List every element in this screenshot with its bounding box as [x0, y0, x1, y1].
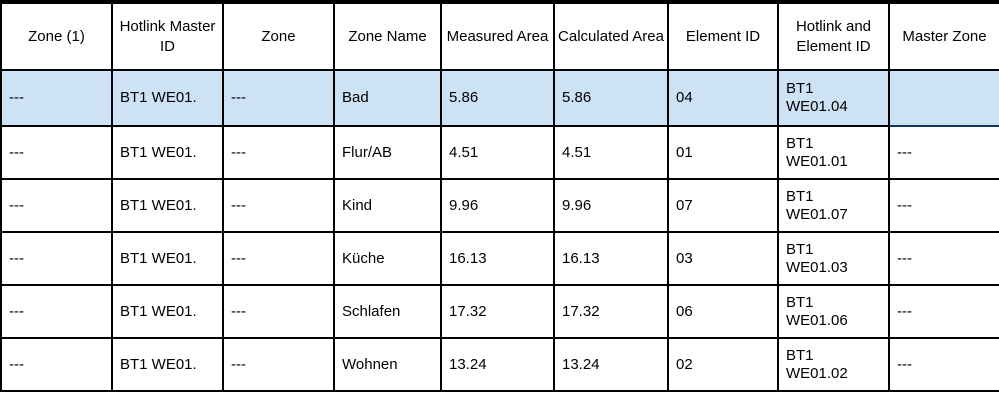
cell-master-zone[interactable]: --- — [888, 178, 999, 233]
table-row-flur-ab: --- BT1 WE01. --- Flur/AB 4.51 4.51 01 B… — [0, 125, 999, 180]
cell-element-id[interactable]: 03 — [667, 231, 779, 286]
cell-element-id[interactable]: 02 — [667, 337, 779, 392]
cell-measured-area[interactable]: 13.24 — [440, 337, 555, 392]
cell-hotlink-and-element-id[interactable]: BT1 WE01.06 — [777, 284, 890, 339]
cell-zone-name[interactable]: Kind — [333, 178, 442, 233]
cell-zone-name[interactable]: Küche — [333, 231, 442, 286]
cell-measured-area[interactable]: 17.32 — [440, 284, 555, 339]
cell-zone[interactable]: --- — [0, 178, 113, 233]
column-header-master-zone[interactable]: Master Zone — [888, 2, 999, 71]
cell-hotlink-and-element-id[interactable]: BT1 WE01.01 — [777, 125, 890, 180]
table-row-kueche: --- BT1 WE01. --- Küche 16.13 16.13 03 B… — [0, 231, 999, 286]
cell-zone2[interactable]: --- — [222, 178, 335, 233]
cell-master-zone[interactable]: --- — [888, 125, 999, 180]
cell-hotlink-master-id[interactable]: BT1 WE01. — [111, 178, 224, 233]
cell-measured-area[interactable]: 9.96 — [440, 178, 555, 233]
zone-schedule: Zone (1) Hotlink Master ID Zone Zone Nam… — [0, 0, 999, 392]
cell-master-zone[interactable]: --- — [888, 337, 999, 392]
cell-hotlink-and-element-id[interactable]: BT1 WE01.03 — [777, 231, 890, 286]
column-header-measured-area[interactable]: Measured Area — [440, 2, 555, 71]
cell-zone-name[interactable]: Flur/AB — [333, 125, 442, 180]
cell-element-id[interactable]: 04 — [667, 69, 779, 127]
clipped-row-above — [0, 0, 999, 4]
cell-calculated-area[interactable]: 16.13 — [553, 231, 669, 286]
clipped-cell — [0, 0, 113, 4]
cell-hotlink-master-id[interactable]: BT1 WE01. — [111, 284, 224, 339]
header-row: Zone (1) Hotlink Master ID Zone Zone Nam… — [0, 2, 999, 71]
cell-calculated-area[interactable]: 5.86 — [553, 69, 669, 127]
cell-calculated-area[interactable]: 17.32 — [553, 284, 669, 339]
cell-zone[interactable]: --- — [0, 284, 113, 339]
cell-measured-area[interactable]: 4.51 — [440, 125, 555, 180]
cell-measured-area[interactable]: 16.13 — [440, 231, 555, 286]
clipped-cell — [222, 0, 335, 4]
zone-schedule-table: Zone (1) Hotlink Master ID Zone Zone Nam… — [0, 0, 999, 392]
cell-zone[interactable]: --- — [0, 337, 113, 392]
cell-zone2[interactable]: --- — [222, 231, 335, 286]
column-header-zone-name[interactable]: Zone Name — [333, 2, 442, 71]
cell-calculated-area[interactable]: 4.51 — [553, 125, 669, 180]
cell-hotlink-and-element-id[interactable]: BT1 WE01.07 — [777, 178, 890, 233]
cell-zone[interactable]: --- — [0, 125, 113, 180]
cell-zone[interactable]: --- — [0, 69, 113, 127]
cell-zone-name[interactable]: Wohnen — [333, 337, 442, 392]
cell-master-zone[interactable]: --- — [888, 231, 999, 286]
cell-zone2[interactable]: --- — [222, 337, 335, 392]
column-header-calculated-area[interactable]: Calculated Area — [553, 2, 669, 71]
cell-zone[interactable]: --- — [0, 231, 113, 286]
clipped-cell — [440, 0, 555, 4]
cell-zone2[interactable]: --- — [222, 69, 335, 127]
cell-calculated-area[interactable]: 9.96 — [553, 178, 669, 233]
cell-hotlink-master-id[interactable]: BT1 WE01. — [111, 125, 224, 180]
cell-hotlink-and-element-id[interactable]: BT1 WE01.04 — [777, 69, 890, 127]
cell-zone-name[interactable]: Bad — [333, 69, 442, 127]
column-header-element-id[interactable]: Element ID — [667, 2, 779, 71]
cell-hotlink-and-element-id[interactable]: BT1 WE01.02 — [777, 337, 890, 392]
column-header-hotlink-master-id[interactable]: Hotlink Master ID — [111, 2, 224, 71]
column-header-zone-1[interactable]: Zone (1) — [0, 2, 113, 71]
cell-measured-area[interactable]: 5.86 — [440, 69, 555, 127]
table-row-schlafen: --- BT1 WE01. --- Schlafen 17.32 17.32 0… — [0, 284, 999, 339]
clipped-cell — [777, 0, 890, 4]
cell-zone2[interactable]: --- — [222, 284, 335, 339]
column-header-hotlink-and-element-id[interactable]: Hotlink and Element ID — [777, 2, 890, 71]
cell-master-zone-selected[interactable]: --- — [888, 69, 999, 127]
cell-hotlink-master-id[interactable]: BT1 WE01. — [111, 231, 224, 286]
cell-zone-name[interactable]: Schlafen — [333, 284, 442, 339]
cell-zone2[interactable]: --- — [222, 125, 335, 180]
cell-hotlink-master-id[interactable]: BT1 WE01. — [111, 69, 224, 127]
cell-master-zone[interactable]: --- — [888, 284, 999, 339]
column-header-zone[interactable]: Zone — [222, 2, 335, 71]
clipped-cell — [667, 0, 779, 4]
clipped-cell — [111, 0, 224, 4]
table-row-wohnen: --- BT1 WE01. --- Wohnen 13.24 13.24 02 … — [0, 337, 999, 392]
cell-element-id[interactable]: 01 — [667, 125, 779, 180]
cell-calculated-area[interactable]: 13.24 — [553, 337, 669, 392]
cell-element-id[interactable]: 07 — [667, 178, 779, 233]
clipped-cell — [333, 0, 442, 4]
clipped-cell — [553, 0, 669, 4]
cell-element-id[interactable]: 06 — [667, 284, 779, 339]
table-row-kind: --- BT1 WE01. --- Kind 9.96 9.96 07 BT1 … — [0, 178, 999, 233]
cell-hotlink-master-id[interactable]: BT1 WE01. — [111, 337, 224, 392]
table-row-bad: --- BT1 WE01. --- Bad 5.86 5.86 04 BT1 W… — [0, 69, 999, 127]
